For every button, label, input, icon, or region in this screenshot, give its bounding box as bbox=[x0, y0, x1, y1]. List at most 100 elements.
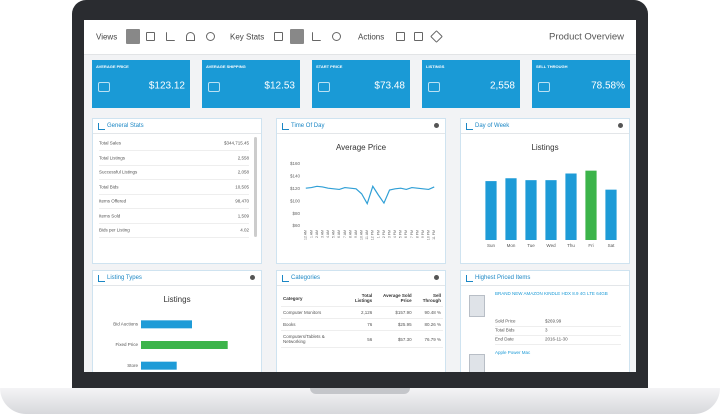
panel-title: General Stats bbox=[107, 123, 144, 129]
stat-row: Items Sold 1,509 bbox=[99, 210, 249, 224]
x-tick-label: 7 PM bbox=[410, 230, 414, 238]
table-cell: Computer Monitors bbox=[281, 306, 344, 319]
view-icon[interactable] bbox=[186, 32, 195, 41]
settings-icon[interactable] bbox=[434, 123, 439, 128]
field-value: 3 bbox=[545, 327, 548, 333]
y-tick-label: $60 bbox=[292, 223, 300, 228]
panel-header: Categories bbox=[277, 271, 445, 286]
view-icon-selected[interactable] bbox=[126, 29, 140, 44]
item-link[interactable]: BRAND NEW AMAZON KINDLE HDX 8.9 4G LTE 6… bbox=[495, 291, 608, 296]
settings-icon[interactable] bbox=[618, 123, 623, 128]
time-of-day-panel: Time Of Day Average Price $160 $140 $120 $10… bbox=[276, 118, 446, 264]
stat-value: 98,470 bbox=[235, 198, 249, 204]
panel-icon bbox=[466, 275, 473, 282]
line bbox=[305, 184, 435, 206]
panel-icon bbox=[98, 123, 105, 130]
y-tick-label: Fixed Price bbox=[115, 342, 138, 347]
chart-title: Listings bbox=[163, 295, 190, 304]
x-tick-label: 11 PM bbox=[432, 230, 436, 240]
field-label: Sold Price bbox=[495, 318, 516, 324]
field-value: $269.99 bbox=[545, 318, 562, 324]
panel-title: Listing Types bbox=[107, 275, 142, 281]
kpi-label: START PRICE bbox=[316, 64, 343, 69]
panel-icon bbox=[282, 275, 289, 282]
item-image bbox=[469, 354, 485, 372]
x-tick-label: 10 AM bbox=[360, 230, 364, 240]
kpi-icon bbox=[428, 82, 440, 92]
x-tick-label: Mon bbox=[507, 243, 516, 248]
toolbar: Views Key Stats Actions Product Overview bbox=[84, 20, 636, 55]
item-link[interactable]: Apple Power Mac bbox=[495, 350, 531, 355]
field-label: Total Bids bbox=[495, 327, 515, 333]
views-label: Views bbox=[96, 32, 118, 42]
table-header: Total Listings bbox=[344, 290, 375, 307]
x-tick-label: 2 PM bbox=[382, 230, 386, 238]
kpi-value: 78.58% bbox=[591, 80, 625, 92]
x-tick-label: 2 AM bbox=[315, 230, 319, 238]
kpi-value: $12.53 bbox=[264, 80, 295, 92]
stat-icon-selected[interactable] bbox=[290, 29, 304, 44]
kpi-label: AVERAGE SHIPPING bbox=[206, 64, 246, 69]
table-header-row: Category Total Listings Average Sold Price… bbox=[281, 290, 443, 307]
action-icon[interactable] bbox=[396, 32, 405, 41]
stat-label: Total Bids bbox=[99, 184, 119, 189]
kpi-value: 2,558 bbox=[489, 80, 515, 92]
x-tick-label: Fri bbox=[588, 243, 593, 248]
page-title: Product Overview bbox=[549, 31, 624, 43]
panel-header: Highest Priced Items bbox=[461, 271, 629, 286]
action-icon[interactable] bbox=[430, 30, 443, 43]
bar bbox=[585, 170, 597, 240]
line-chart: Average Price $160 $140 $120 $100 $80 $60 12 AM… bbox=[290, 143, 436, 240]
view-icon[interactable] bbox=[166, 32, 175, 41]
kpi-tile: AVERAGE PRICE $123.12 bbox=[92, 60, 190, 108]
kpi-value: $123.12 bbox=[148, 80, 185, 92]
table-row: Books 76 $25.95 80.26 % bbox=[281, 318, 443, 331]
table-cell: Books bbox=[281, 318, 344, 331]
stat-value: 10,505 bbox=[235, 184, 249, 189]
kpi-icon bbox=[208, 82, 220, 92]
field-value: 2016-11-30 bbox=[545, 336, 568, 342]
x-tick-label: 12 PM bbox=[371, 230, 375, 240]
view-icon[interactable] bbox=[146, 32, 155, 41]
laptop-notch bbox=[310, 388, 410, 394]
x-tick-label: 11 AM bbox=[365, 230, 369, 240]
stat-icon[interactable] bbox=[332, 32, 341, 41]
stat-label: Total Listings bbox=[99, 155, 126, 160]
day-of-week-panel: Day of Week Listings Sun Mon Tue Wed Thu Fri Sa… bbox=[460, 118, 630, 264]
key-stats-label: Key Stats bbox=[230, 32, 265, 42]
stat-icon[interactable] bbox=[312, 32, 321, 41]
table-cell: 90.48 % bbox=[413, 306, 443, 319]
stat-row: Total Bids 10,505 bbox=[99, 181, 249, 195]
stat-value: 2,558 bbox=[237, 155, 249, 160]
stat-row: Bids per Listing 4.02 bbox=[99, 224, 249, 238]
x-tick-label: 8 PM bbox=[415, 230, 419, 238]
x-tick-label: 1 AM bbox=[309, 230, 313, 238]
panel-header: Day of Week bbox=[461, 119, 629, 134]
action-icon[interactable] bbox=[414, 32, 423, 41]
stat-icon[interactable] bbox=[274, 32, 283, 41]
bar bbox=[485, 181, 497, 240]
view-icon[interactable] bbox=[206, 32, 215, 41]
table-row: Computer Monitors 2,126 $157.90 90.48 % bbox=[281, 306, 443, 319]
stat-value: 4.02 bbox=[240, 227, 249, 233]
stat-value: 1,509 bbox=[237, 213, 249, 218]
chart-title: Average Price bbox=[336, 143, 387, 152]
x-tick-label: 1 PM bbox=[376, 230, 380, 238]
item-image bbox=[469, 295, 485, 317]
stat-row: Total Listings 2,558 bbox=[99, 152, 249, 166]
x-tick-label: Sat bbox=[608, 243, 616, 248]
categories-panel: Categories Category Total Listings Average… bbox=[276, 270, 446, 372]
y-tick-label: $160 bbox=[290, 161, 301, 166]
settings-icon[interactable] bbox=[250, 275, 255, 280]
x-tick-label: 4 AM bbox=[326, 230, 330, 238]
y-tick-label: Store bbox=[127, 363, 138, 368]
scrollbar[interactable] bbox=[254, 137, 257, 237]
x-tick-label: 6 AM bbox=[337, 230, 341, 238]
settings-icon[interactable] bbox=[434, 275, 439, 280]
kpi-tile: START PRICE $73.48 bbox=[312, 60, 410, 108]
kpi-value: $73.48 bbox=[374, 80, 405, 92]
item-field: Sold Price $269.99 bbox=[495, 317, 621, 327]
panel-title: Time Of Day bbox=[291, 123, 325, 129]
bar bbox=[565, 173, 577, 240]
kpi-label: AVERAGE PRICE bbox=[96, 64, 129, 69]
